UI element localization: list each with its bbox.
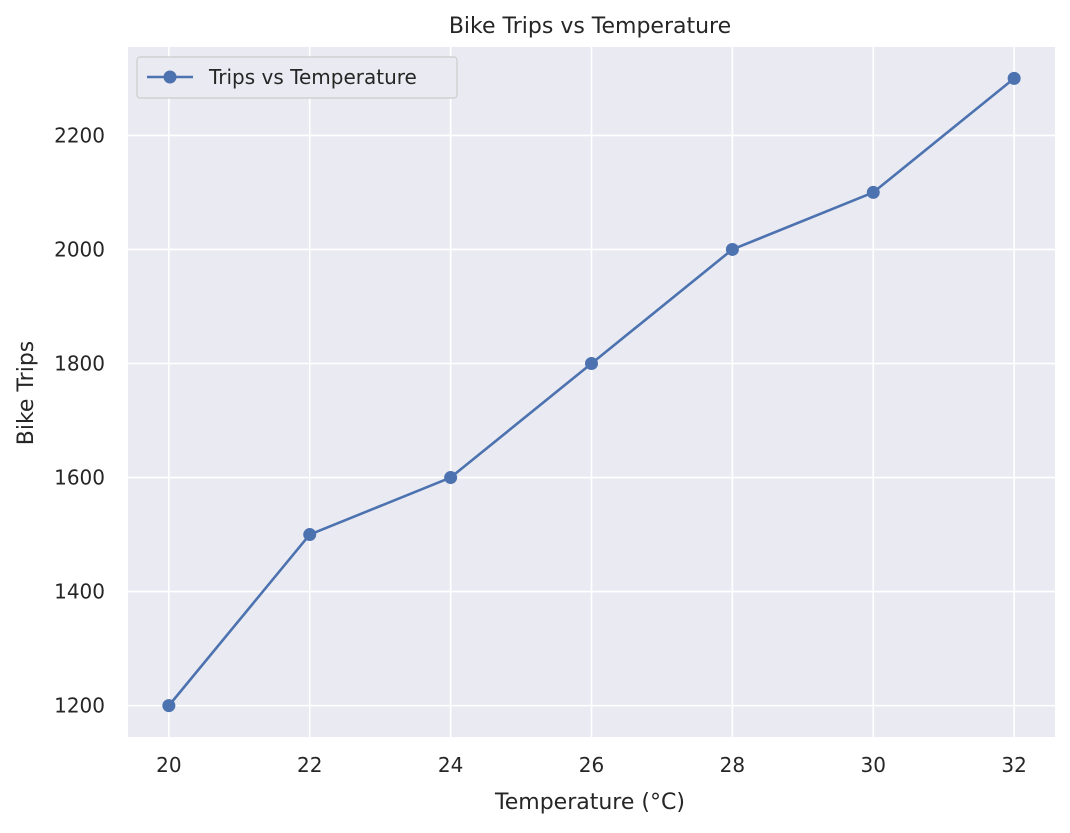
data-point: [585, 356, 598, 370]
data-point: [162, 699, 176, 713]
data-point: [725, 242, 739, 256]
y-axis-label: Bike Trips: [14, 341, 39, 445]
data-point: [444, 471, 458, 485]
y-tick-label: 2200: [54, 123, 105, 147]
y-tick-label: 1600: [54, 466, 105, 490]
y-tick-label: 2000: [54, 237, 105, 261]
x-axis-ticks: 20 22 24 26 28 30 32: [156, 753, 1027, 777]
x-tick-label: 24: [438, 753, 463, 777]
data-point: [303, 528, 317, 542]
series-layer: [162, 71, 1021, 713]
data-point: [866, 185, 880, 199]
y-axis-ticks: 1200 1400 1600 1800 2000 2200: [54, 123, 105, 717]
y-tick-label: 1400: [54, 580, 105, 604]
legend: Trips vs Temperature: [136, 56, 458, 99]
x-tick-label: 30: [861, 753, 886, 777]
legend-label: Trips vs Temperature: [208, 65, 417, 89]
x-tick-label: 28: [720, 753, 745, 777]
legend-marker-swatch: [163, 70, 177, 84]
y-tick-label: 1200: [54, 694, 105, 718]
legend-box: [136, 56, 458, 99]
y-tick-label: 1800: [54, 351, 105, 375]
x-tick-label: 22: [297, 753, 322, 777]
x-axis-label: Temperature (°C): [494, 790, 685, 815]
x-tick-label: 20: [156, 753, 181, 777]
data-point: [1007, 71, 1021, 85]
chart-title: Bike Trips vs Temperature: [449, 14, 731, 39]
x-tick-label: 26: [579, 753, 604, 777]
x-tick-label: 32: [1001, 753, 1026, 777]
